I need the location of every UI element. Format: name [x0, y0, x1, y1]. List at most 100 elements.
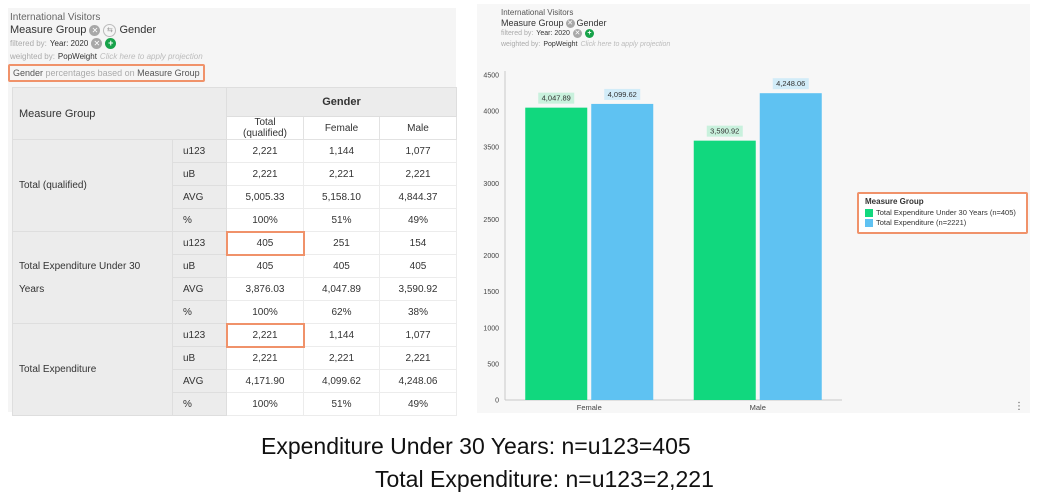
table-cell[interactable]: 2,221 [226, 346, 304, 370]
gender-group-header[interactable]: Gender [226, 87, 457, 117]
table-cell[interactable]: 100% [226, 208, 304, 232]
legend-title: Measure Group [865, 197, 924, 206]
column-header[interactable]: Female [303, 116, 380, 140]
data-label: 4,248.06 [776, 79, 805, 88]
y-tick-label: 3000 [483, 181, 499, 188]
y-tick-label: 3500 [483, 145, 499, 152]
table-cell[interactable]: 405 [226, 254, 304, 278]
table-cell[interactable]: 49% [379, 208, 457, 232]
bar [693, 140, 756, 401]
chart-panel: International Visitors Measure Group ✕ G… [477, 4, 1030, 413]
table-cell[interactable]: 49% [379, 392, 457, 416]
table-cell[interactable]: 100% [226, 392, 304, 416]
filter-value[interactable]: Year: 2020 [49, 39, 89, 48]
row-variable-label[interactable]: Measure Group [10, 24, 87, 36]
table-cell[interactable]: 2,221 [226, 162, 304, 186]
data-label: 3,590.92 [710, 127, 739, 136]
percentage-basis-note: Gender percentages based on Measure Grou… [8, 64, 205, 82]
chart-column-variable-label[interactable]: Gender [576, 18, 607, 28]
more-options-icon[interactable]: ⋮ [1014, 401, 1024, 412]
stat-label: u123 [172, 231, 227, 255]
data-label-bg [772, 78, 809, 90]
stat-label: u123 [172, 139, 227, 163]
remove-measure-icon[interactable]: ✕ [89, 25, 101, 36]
chart-row-variable-label[interactable]: Measure Group [501, 18, 564, 28]
table-cell[interactable]: 4,047.89 [303, 277, 380, 301]
table-cell[interactable]: 4,248.06 [379, 369, 457, 393]
table-cell[interactable]: 2,221 [226, 139, 304, 163]
legend-swatch [865, 209, 873, 217]
chart-weight-value[interactable]: PopWeight [543, 40, 578, 48]
y-tick-label: 0 [495, 398, 499, 405]
crosstab-panel: International Visitors Measure Group ✕ ⇆… [8, 8, 457, 416]
stat-label: uB [172, 162, 227, 186]
bar [759, 93, 822, 400]
table-cell[interactable]: 100% [226, 300, 304, 324]
table-cell[interactable]: 38% [379, 300, 457, 324]
legend-item[interactable]: Total Expenditure (n=2221) [865, 218, 1020, 228]
table-cell[interactable]: 4,844.37 [379, 185, 457, 209]
table-cell[interactable]: 1,144 [303, 323, 380, 347]
chart-legend: Measure Group Total Expenditure Under 30… [857, 192, 1028, 234]
table-cell[interactable]: 405 [379, 254, 457, 278]
stat-label: AVG [172, 185, 227, 209]
row-group-label[interactable]: Total Expenditure Under 30 Years [12, 231, 173, 324]
chart-header: International Visitors Measure Group ✕ G… [501, 8, 670, 50]
table-cell[interactable]: 62% [303, 300, 380, 324]
add-filter-icon[interactable]: + [584, 29, 594, 38]
legend-label: Total Expenditure Under 30 Years (n=405) [876, 208, 1016, 217]
highlighted-cell[interactable]: 405 [225, 230, 305, 256]
y-tick-label: 1000 [483, 325, 499, 332]
pct-note-variable: Gender [13, 68, 44, 78]
column-header[interactable]: Total (qualified) [226, 116, 304, 140]
data-label: 4,047.89 [542, 94, 571, 103]
remove-filter-icon[interactable]: ✕ [91, 38, 103, 49]
remove-measure-icon[interactable]: ✕ [565, 18, 575, 28]
data-label-bg [538, 92, 575, 104]
apply-projection-link[interactable]: Click here to apply projection [99, 52, 203, 61]
data-label-bg [604, 88, 641, 100]
table-cell[interactable]: 154 [379, 231, 457, 255]
table-cell[interactable]: 3,590.92 [379, 277, 457, 301]
table-cell[interactable]: 1,077 [379, 323, 457, 347]
table-cell[interactable]: 251 [303, 231, 380, 255]
table-cell[interactable]: 2,221 [379, 162, 457, 186]
table-cell[interactable]: 1,077 [379, 139, 457, 163]
table-cell[interactable]: 405 [303, 254, 380, 278]
row-group-label[interactable]: Total Expenditure [12, 323, 173, 416]
table-cell[interactable]: 4,171.90 [226, 369, 304, 393]
remove-filter-icon[interactable]: ✕ [572, 29, 582, 38]
highlighted-cell[interactable]: 2,221 [225, 322, 305, 348]
filtered-by-label: filtered by: [10, 39, 47, 48]
add-filter-icon[interactable]: + [105, 38, 117, 49]
weighted-by-label: weighted by: [10, 52, 55, 61]
y-tick-label: 2000 [483, 253, 499, 260]
chart-apply-projection-link[interactable]: Click here to apply projection [580, 40, 671, 48]
table-cell[interactable]: 1,144 [303, 139, 380, 163]
stat-label: u123 [172, 323, 227, 347]
table-cell[interactable]: 5,005.33 [226, 185, 304, 209]
stat-label: uB [172, 346, 227, 370]
row-group-label[interactable]: Total (qualified) [12, 139, 173, 232]
legend-item[interactable]: Total Expenditure Under 30 Years (n=405) [865, 208, 1020, 218]
bar [591, 103, 654, 401]
chart-filter-value[interactable]: Year: 2020 [536, 29, 570, 37]
column-header[interactable]: Male [379, 116, 457, 140]
table-cell[interactable]: 51% [303, 392, 380, 416]
table-cell[interactable]: 51% [303, 208, 380, 232]
table-cell[interactable]: 2,221 [303, 346, 380, 370]
stat-label: % [172, 300, 227, 324]
stat-label: % [172, 208, 227, 232]
table-cell[interactable]: 5,158.10 [303, 185, 380, 209]
x-tick-label: Male [750, 403, 766, 412]
table-cell[interactable]: 2,221 [379, 346, 457, 370]
weight-value[interactable]: PopWeight [57, 52, 97, 61]
swap-icon[interactable]: ⇆ [103, 24, 117, 37]
column-variable-label[interactable]: Gender [119, 24, 157, 36]
x-tick-label: Female [577, 403, 602, 412]
table-cell[interactable]: 3,876.03 [226, 277, 304, 301]
corner-header: Measure Group [12, 87, 227, 140]
y-tick-label: 1500 [483, 289, 499, 296]
table-cell[interactable]: 4,099.62 [303, 369, 380, 393]
table-cell[interactable]: 2,221 [303, 162, 380, 186]
